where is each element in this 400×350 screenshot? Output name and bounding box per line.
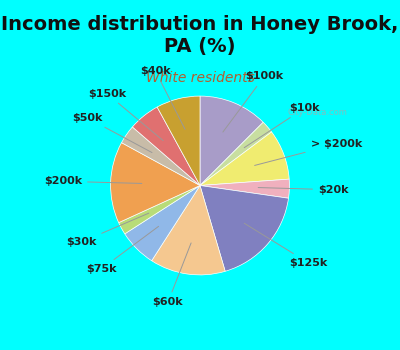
Wedge shape — [157, 96, 200, 186]
Wedge shape — [152, 186, 225, 275]
Wedge shape — [110, 143, 200, 223]
Text: $125k: $125k — [244, 223, 328, 268]
Text: White residents: White residents — [146, 71, 254, 85]
Text: $60k: $60k — [152, 243, 191, 307]
Wedge shape — [122, 127, 200, 186]
Wedge shape — [200, 122, 272, 186]
Wedge shape — [119, 186, 200, 234]
Text: Income distribution in Honey Brook,
PA (%): Income distribution in Honey Brook, PA (… — [1, 15, 399, 56]
Wedge shape — [132, 107, 200, 186]
Wedge shape — [200, 96, 263, 186]
Text: $100k: $100k — [223, 71, 283, 132]
Text: $50k: $50k — [73, 113, 152, 153]
Text: $30k: $30k — [66, 213, 149, 247]
Text: $150k: $150k — [88, 89, 163, 141]
Text: $75k: $75k — [86, 226, 158, 274]
Wedge shape — [200, 179, 290, 198]
Wedge shape — [200, 186, 288, 271]
Text: $20k: $20k — [258, 185, 348, 195]
Text: $40k: $40k — [140, 66, 185, 129]
Text: $10k: $10k — [244, 103, 320, 148]
Text: City-Data.com: City-Data.com — [288, 108, 348, 117]
Text: > $200k: > $200k — [255, 139, 362, 166]
Wedge shape — [200, 132, 289, 186]
Text: $200k: $200k — [44, 176, 142, 186]
Wedge shape — [125, 186, 200, 261]
